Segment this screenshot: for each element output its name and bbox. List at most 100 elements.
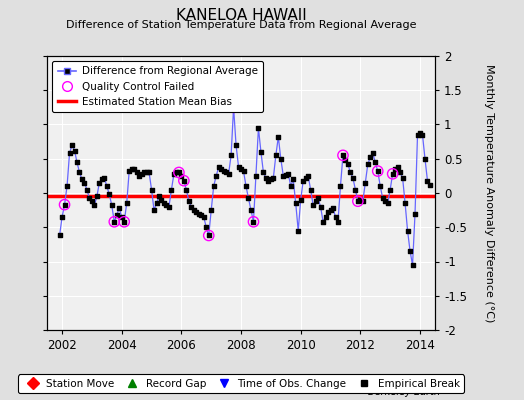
Point (311, 198, 320, 204)
Point (244, 195, 253, 202)
Point (384, 200, 392, 206)
Point (299, 178, 308, 184)
Point (274, 134, 282, 140)
Point (421, 156, 429, 162)
Point (160, 200, 168, 206)
Point (110, 218, 118, 225)
Point (368, 150, 377, 156)
Point (165, 204, 173, 210)
Point (416, 130, 424, 136)
Point (388, 171, 397, 177)
Point (326, 207, 335, 213)
Point (366, 154, 375, 160)
Point (413, 132, 422, 138)
Point (155, 193, 163, 200)
Point (254, 125, 263, 131)
Point (117, 214, 126, 220)
Point (137, 171, 146, 177)
Point (227, 152, 235, 158)
Legend: Station Move, Record Gap, Time of Obs. Change, Empirical Break: Station Move, Record Gap, Time of Obs. C… (18, 374, 464, 393)
Point (348, 175, 357, 181)
Point (202, 224, 211, 230)
Point (217, 166, 225, 172)
Legend: Difference from Regional Average, Quality Control Failed, Estimated Station Mean: Difference from Regional Average, Qualit… (52, 61, 263, 112)
Point (222, 169, 231, 176)
Point (66, 150, 74, 156)
Point (182, 186, 191, 193)
Point (127, 166, 136, 172)
Point (123, 200, 131, 206)
Point (277, 156, 285, 162)
Point (125, 168, 134, 174)
Point (378, 195, 387, 202)
Point (261, 175, 270, 181)
Point (162, 202, 171, 208)
Point (234, 164, 243, 170)
Point (239, 168, 248, 174)
Point (401, 200, 409, 206)
Point (252, 173, 260, 179)
Point (75, 169, 84, 176)
Point (180, 178, 188, 184)
Point (58, 214, 66, 220)
Point (170, 171, 178, 177)
Point (309, 202, 318, 208)
Point (95, 180, 104, 186)
Point (361, 180, 369, 186)
Point (411, 210, 419, 217)
Point (230, 104, 238, 110)
Point (259, 169, 268, 176)
Point (354, 198, 362, 204)
Point (157, 197, 166, 203)
Point (425, 182, 434, 188)
Point (120, 218, 128, 225)
Point (113, 212, 121, 218)
Point (376, 183, 385, 189)
Point (83, 186, 91, 193)
Point (341, 157, 350, 163)
Point (187, 204, 195, 210)
Point (145, 169, 154, 176)
Point (78, 176, 86, 182)
Point (207, 207, 215, 213)
Text: Berkeley Earth: Berkeley Earth (368, 387, 440, 397)
Point (279, 173, 288, 179)
Point (60, 202, 69, 208)
Point (230, 104, 238, 110)
Point (329, 205, 337, 211)
Point (93, 193, 101, 200)
Point (289, 176, 298, 182)
Point (334, 218, 342, 225)
Point (423, 178, 432, 184)
Point (403, 228, 412, 234)
Point (232, 142, 240, 148)
Point (220, 168, 228, 174)
Point (212, 173, 221, 179)
Point (396, 169, 405, 176)
Point (408, 262, 417, 268)
Point (291, 200, 300, 206)
Point (56, 232, 64, 239)
Point (388, 171, 397, 177)
Point (249, 218, 258, 225)
Point (204, 232, 213, 239)
Point (364, 161, 372, 168)
Point (264, 178, 272, 184)
Point (374, 168, 382, 174)
Point (281, 172, 290, 178)
Point (284, 171, 292, 177)
Point (418, 132, 427, 138)
Y-axis label: Monthly Temperature Anomaly Difference (°C): Monthly Temperature Anomaly Difference (… (484, 64, 494, 322)
Point (194, 210, 203, 217)
Point (331, 214, 340, 220)
Point (339, 152, 347, 158)
Point (190, 207, 198, 213)
Point (85, 195, 94, 202)
Point (321, 214, 330, 220)
Point (304, 173, 312, 179)
Point (287, 183, 295, 189)
Point (184, 198, 193, 204)
Text: KANELOA HAWAII: KANELOA HAWAII (176, 8, 307, 23)
Point (224, 171, 233, 177)
Point (107, 202, 116, 208)
